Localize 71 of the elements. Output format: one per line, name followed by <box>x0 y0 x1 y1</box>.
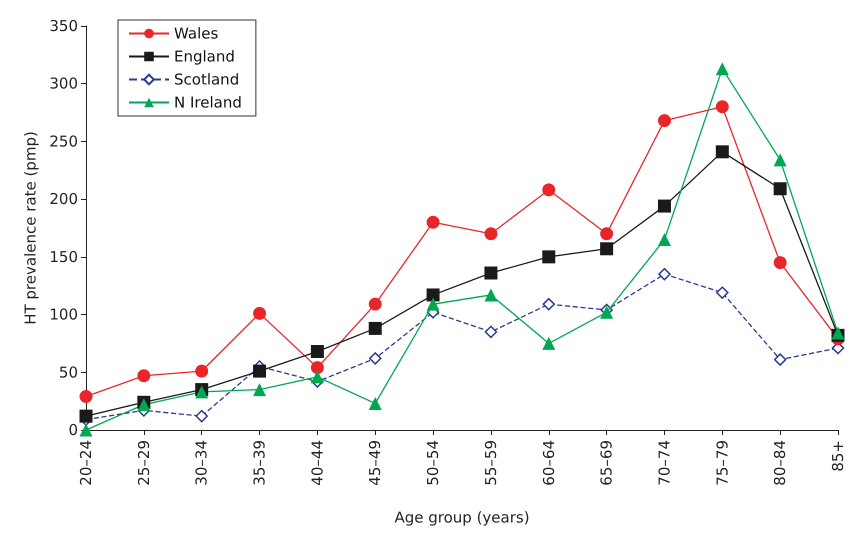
y-tick-label: 150 <box>49 248 78 266</box>
point <box>542 250 556 264</box>
point <box>368 322 382 335</box>
point <box>253 383 266 396</box>
point <box>658 200 671 213</box>
y-tick-label: 50 <box>58 363 78 382</box>
point <box>542 336 556 350</box>
point <box>658 114 671 128</box>
point <box>774 353 786 366</box>
legend-label: N Ireland <box>174 94 242 112</box>
point <box>137 398 150 412</box>
x-tick-label: 35–39 <box>250 440 269 486</box>
y-tick-label: 250 <box>49 132 78 150</box>
point <box>195 364 208 378</box>
point <box>600 227 614 240</box>
legend-label: England <box>174 48 235 66</box>
legend-label: Wales <box>174 24 218 42</box>
point <box>484 288 498 302</box>
x-tick-label: 75–79 <box>713 440 732 486</box>
point <box>426 216 440 229</box>
x-tick-label: 20–24 <box>77 440 95 486</box>
y-tick-label: 200 <box>49 190 78 208</box>
point <box>484 227 498 240</box>
point <box>368 396 382 410</box>
y-tick-label: 0 <box>68 421 78 439</box>
y-tick-label: 100 <box>49 306 78 324</box>
point <box>716 62 729 76</box>
point <box>716 145 729 158</box>
y-tick-label: 350 <box>49 17 78 35</box>
y-axis-title: HT prevalence rate (pmp) <box>22 131 40 325</box>
x-axis-title: Age group (years) <box>394 508 530 526</box>
point <box>774 182 787 196</box>
point <box>137 369 150 382</box>
point <box>310 370 324 384</box>
point <box>310 361 324 374</box>
point <box>716 286 729 299</box>
point <box>253 306 266 320</box>
point <box>658 268 671 280</box>
x-tick-label: 60–64 <box>540 440 558 486</box>
point <box>253 364 266 378</box>
x-tick-label: 65–69 <box>598 440 616 486</box>
point <box>774 256 787 270</box>
x-tick-label: 85+ <box>829 440 847 472</box>
point <box>484 326 498 338</box>
point <box>195 410 208 422</box>
point <box>542 298 556 310</box>
point <box>310 345 324 358</box>
point <box>484 266 498 280</box>
point <box>426 298 440 311</box>
legend-label: Scotland <box>174 70 240 88</box>
x-tick-label: 80–84 <box>771 440 790 486</box>
point <box>658 233 671 246</box>
y-tick-label: 300 <box>49 74 78 93</box>
point <box>600 242 614 256</box>
point <box>80 390 92 404</box>
x-tick-label: 30–34 <box>192 440 211 486</box>
x-tick-label: 50–54 <box>424 440 442 486</box>
point <box>426 288 440 302</box>
point <box>716 100 729 114</box>
x-tick-label: 55–59 <box>482 440 500 486</box>
point <box>368 298 382 311</box>
x-tick-label: 40–44 <box>308 440 326 486</box>
point <box>774 153 787 166</box>
x-tick-label: 25–29 <box>134 440 153 486</box>
x-tick-label: 45–49 <box>366 440 384 486</box>
point <box>80 410 92 423</box>
point <box>80 424 92 436</box>
point <box>542 183 556 196</box>
point <box>368 352 382 365</box>
point <box>600 306 614 319</box>
x-tick-label: 70–74 <box>655 440 674 486</box>
